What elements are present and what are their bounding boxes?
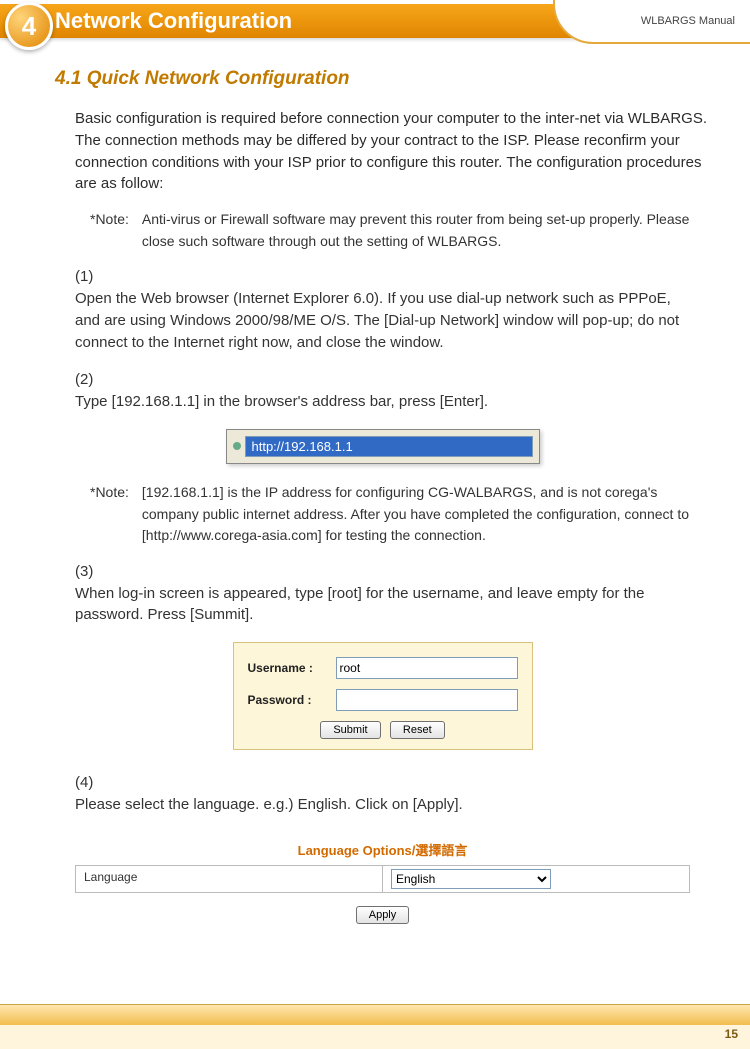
intro-paragraph: Basic configuration is required before c… [75, 108, 710, 195]
login-screenshot: Username : Password : Submit Reset [233, 642, 533, 750]
language-table: Language English [75, 865, 690, 893]
step-number: (2) [75, 369, 101, 391]
username-label: Username : [248, 661, 328, 675]
step-number: (1) [75, 266, 101, 288]
page-content: 4.1 Quick Network Configuration Basic co… [0, 50, 750, 1004]
password-input[interactable] [336, 689, 518, 711]
step-text: Type [192.168.1.1] in the browser's addr… [75, 391, 680, 413]
note-body: Anti-virus or Firewall software may prev… [142, 209, 710, 252]
note-1: *Note: Anti-virus or Firewall software m… [90, 209, 710, 252]
language-options-title: Language Options/選擇語言 [55, 840, 710, 859]
step-1: (1) Open the Web browser (Internet Explo… [75, 266, 710, 353]
step-number: (4) [75, 772, 101, 794]
manual-label-box: WLBARGS Manual [553, 0, 750, 44]
section-heading: 4.1 Quick Network Configuration [55, 68, 710, 90]
footer-bar [0, 1004, 750, 1025]
step-4: (4) Please select the language. e.g.) En… [75, 772, 710, 816]
chapter-number-badge: 4 [5, 2, 53, 50]
step-number: (3) [75, 561, 101, 583]
username-input[interactable] [336, 657, 518, 679]
note-label: *Note: [90, 209, 138, 231]
password-row: Password : [248, 689, 518, 711]
apply-button[interactable]: Apply [356, 906, 410, 924]
submit-button[interactable]: Submit [320, 721, 380, 739]
username-row: Username : [248, 657, 518, 679]
language-row-label: Language [76, 866, 383, 892]
page-number: 15 [0, 1025, 750, 1049]
note-body: [192.168.1.1] is the IP address for conf… [142, 482, 710, 547]
note-label: *Note: [90, 482, 138, 504]
address-bar-screenshot: http://192.168.1.1 [226, 429, 540, 464]
refresh-icon [233, 442, 241, 450]
chapter-header: Network Configuration WLBARGS Manual 4 [0, 0, 750, 50]
step-3: (3) When log-in screen is appeared, type… [75, 561, 710, 626]
step-text: Please select the language. e.g.) Englis… [75, 794, 680, 816]
language-select[interactable]: English [391, 869, 551, 889]
password-label: Password : [248, 693, 328, 707]
address-url: http://192.168.1.1 [245, 436, 533, 457]
step-text: When log-in screen is appeared, type [ro… [75, 583, 680, 627]
manual-label: WLBARGS Manual [641, 15, 735, 27]
step-2: (2) Type [192.168.1.1] in the browser's … [75, 369, 710, 413]
reset-button[interactable]: Reset [390, 721, 445, 739]
step-text: Open the Web browser (Internet Explorer … [75, 288, 680, 353]
note-2: *Note: [192.168.1.1] is the IP address f… [90, 482, 710, 547]
chapter-title: Network Configuration [55, 8, 292, 34]
chapter-number: 4 [22, 11, 36, 42]
